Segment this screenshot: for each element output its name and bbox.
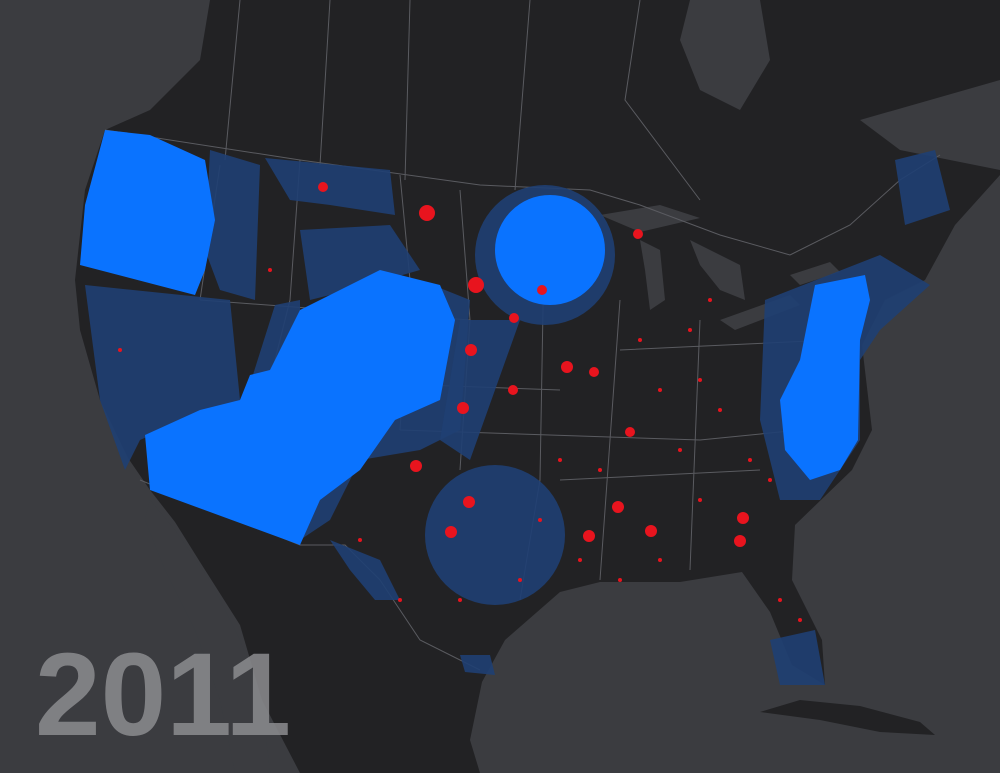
cuba [760, 700, 935, 735]
lake [690, 240, 745, 300]
core-areas [80, 130, 870, 545]
lake [640, 240, 665, 310]
year-label: 2011 [35, 629, 291, 761]
lake [680, 0, 770, 110]
province-border [224, 0, 701, 201]
dots [118, 182, 802, 622]
gulf-st-lawrence [860, 80, 1000, 170]
lake [790, 262, 840, 285]
lake [600, 205, 700, 232]
gulf-of-california [145, 500, 270, 773]
